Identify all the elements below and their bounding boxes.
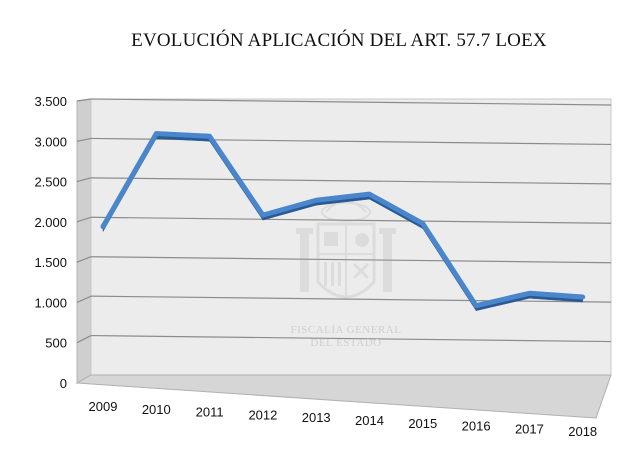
floor <box>75 374 612 419</box>
coat-of-arms-icon <box>296 200 396 300</box>
series-layer <box>100 130 586 312</box>
gridline <box>90 216 612 224</box>
x-tick-label: 2014 <box>355 413 384 428</box>
chart-walls <box>75 98 612 419</box>
gridline-side <box>76 98 92 102</box>
watermark-line-2: DEL ESTADO <box>310 337 381 349</box>
x-tick-label: 2012 <box>248 407 277 422</box>
chart-title: EVOLUCIÓN APLICACIÓN DEL ART. 57.7 LOEX <box>131 30 547 51</box>
gridline-side <box>76 137 92 142</box>
x-axis-ticks: 2009 2010 2011 2012 2013 2014 2015 2016 2017 2018 <box>89 399 598 439</box>
y-tick-label: 0 <box>60 376 67 391</box>
y-tick-label: 500 <box>45 336 67 351</box>
x-tick-label: 2017 <box>515 421 544 436</box>
y-axis-ticks: 0 500 1.000 1.500 2.000 2.500 3.000 3.500 <box>34 94 67 391</box>
gridline <box>90 256 612 264</box>
gridline <box>90 295 612 303</box>
x-tick-label: 2015 <box>408 416 437 431</box>
grid-lines <box>76 98 612 344</box>
y-tick-label: 1.500 <box>34 255 67 270</box>
y-tick-label: 3.000 <box>34 134 67 149</box>
gridline <box>90 98 612 106</box>
gridline-side <box>76 256 92 263</box>
watermark: FISCALÍA GENERAL DEL ESTADO <box>291 200 402 349</box>
gridline <box>90 177 612 185</box>
x-tick-label: 2009 <box>89 399 118 414</box>
gridline <box>90 334 612 343</box>
y-tick-label: 2.000 <box>34 215 67 230</box>
x-tick-label: 2013 <box>302 410 331 425</box>
x-tick-label: 2010 <box>142 402 171 417</box>
gridline-side <box>76 335 92 344</box>
y-tick-label: 2.500 <box>34 175 67 190</box>
y-tick-label: 3.500 <box>34 94 67 109</box>
side-wall <box>76 98 92 384</box>
watermark-line-1: FISCALÍA GENERAL <box>291 324 402 336</box>
gridline-side <box>76 177 92 183</box>
x-tick-label: 2016 <box>462 419 491 434</box>
x-tick-label: 2011 <box>196 405 224 420</box>
x-tick-label: 2018 <box>568 424 597 439</box>
y-tick-label: 1.000 <box>34 295 67 310</box>
gridline-side <box>76 216 92 223</box>
series-line <box>100 131 586 309</box>
gridline-side <box>76 295 92 303</box>
